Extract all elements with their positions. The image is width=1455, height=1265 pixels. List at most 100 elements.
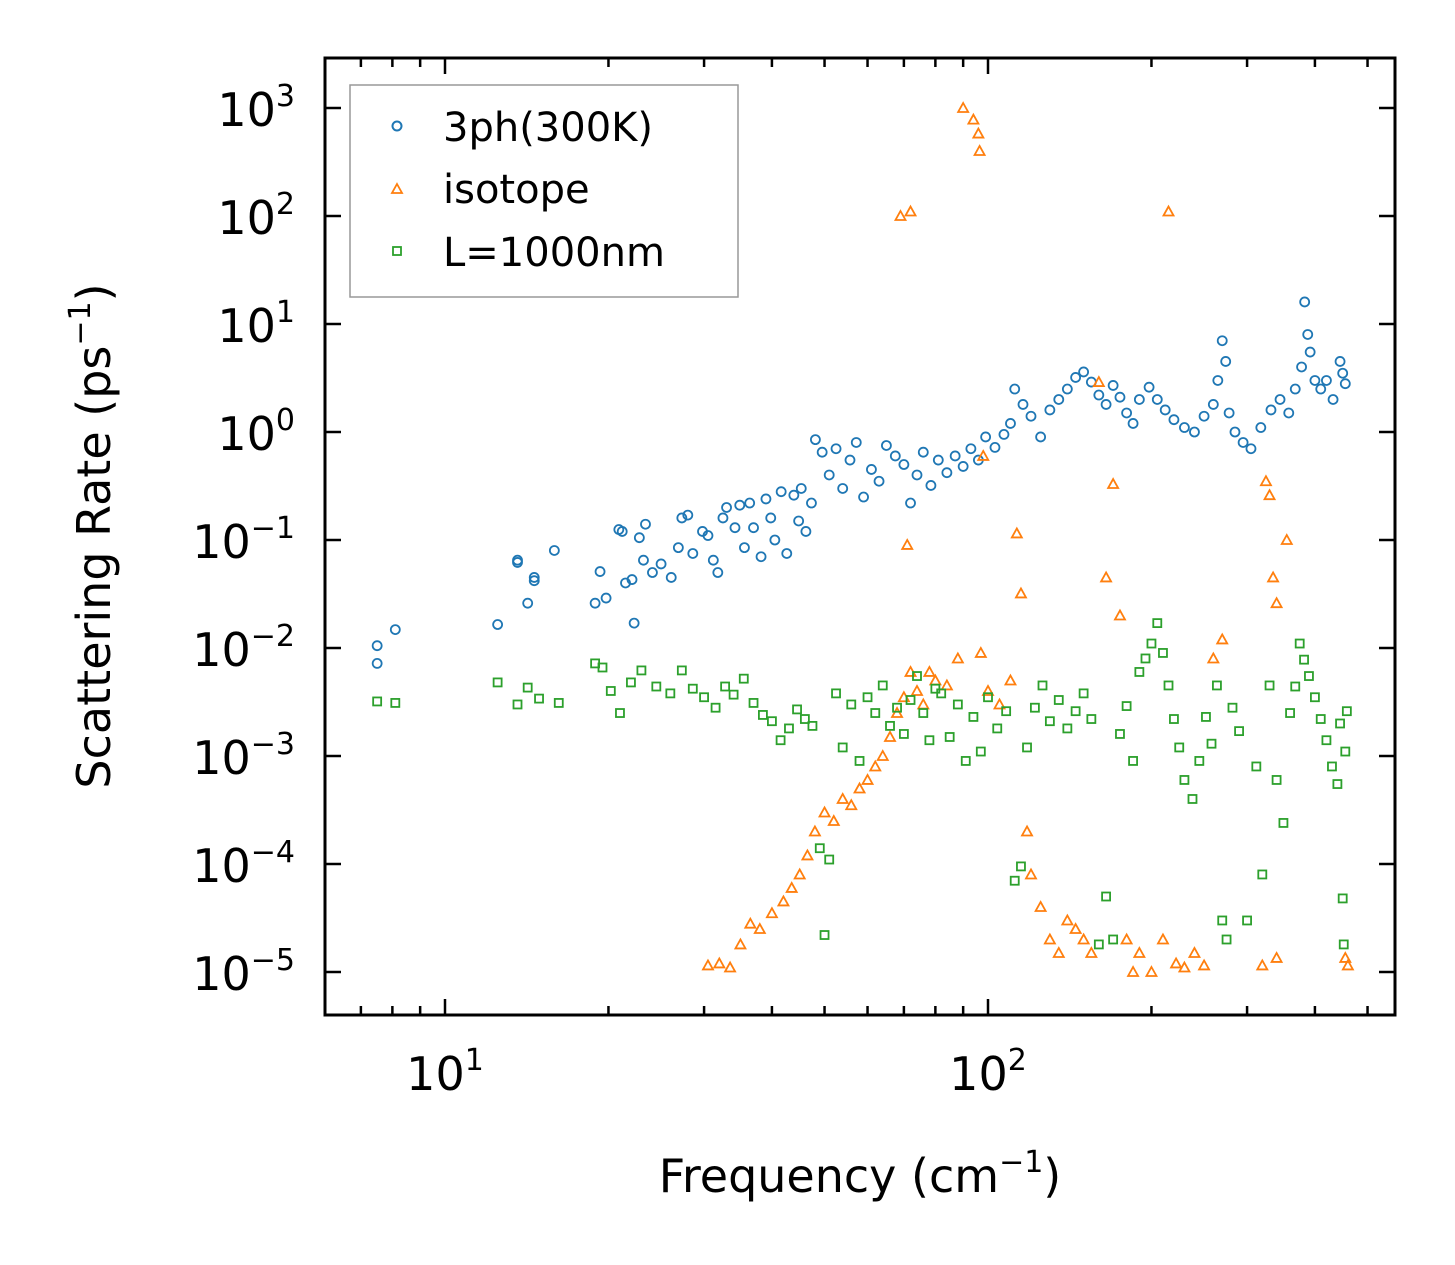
data-point	[676, 512, 688, 524]
data-point	[916, 697, 930, 710]
data-point	[898, 459, 910, 470]
data-point	[1270, 596, 1284, 609]
data-point	[998, 429, 1010, 440]
data-point	[806, 497, 817, 509]
data-point	[755, 551, 767, 563]
data-point	[1266, 570, 1280, 583]
data-point	[844, 454, 856, 466]
y-axis-label: Scattering Rate (ps−1)	[63, 283, 121, 788]
data-point	[512, 557, 523, 568]
data-point	[1069, 922, 1083, 934]
data-point	[1234, 726, 1244, 737]
data-point	[728, 689, 739, 700]
data-point	[1151, 394, 1163, 405]
data-point	[1034, 900, 1048, 912]
data-point	[522, 597, 534, 609]
data-point	[1159, 404, 1171, 416]
data-point	[966, 112, 980, 125]
data-point	[1341, 706, 1352, 717]
data-point	[776, 894, 790, 907]
x-tick-label-2: 102	[949, 1043, 1027, 1101]
data-point	[389, 624, 401, 636]
data-point	[1334, 356, 1346, 367]
data-point	[594, 566, 606, 577]
y-tick-label-1e0: 100	[217, 403, 295, 461]
data-point	[1285, 708, 1295, 718]
data-point	[636, 665, 647, 676]
data-point	[1078, 688, 1089, 699]
data-point	[1212, 680, 1222, 691]
data-point	[793, 515, 805, 527]
data-point	[1223, 407, 1235, 419]
data-point	[1120, 932, 1134, 945]
data-point	[1302, 329, 1314, 340]
data-point	[1121, 701, 1132, 711]
data-point	[1020, 824, 1034, 837]
data-point	[528, 572, 540, 583]
data-point	[1309, 375, 1321, 386]
data-point	[769, 534, 781, 546]
legend-label-isotope: isotope	[443, 167, 590, 213]
data-point	[1315, 383, 1327, 395]
data-point	[626, 677, 636, 688]
data-point	[710, 702, 721, 713]
data-point	[655, 558, 667, 570]
data-point	[1177, 960, 1191, 973]
data-point	[1294, 638, 1305, 649]
data-point	[605, 686, 616, 696]
data-point	[889, 450, 901, 462]
data-point	[1132, 946, 1146, 958]
data-point	[1043, 932, 1057, 945]
data-point	[1107, 380, 1119, 391]
data-point	[1070, 372, 1082, 383]
data-point	[1242, 915, 1252, 926]
data-point	[1009, 383, 1021, 395]
data-point	[1215, 632, 1229, 645]
data-point	[1014, 586, 1028, 599]
data-point	[1296, 361, 1307, 373]
data-point	[1304, 346, 1316, 358]
data-point	[390, 698, 401, 708]
data-point	[965, 443, 977, 455]
data-point	[1163, 680, 1174, 691]
data-point	[1198, 410, 1210, 422]
data-point	[837, 483, 849, 494]
data-point	[911, 469, 923, 481]
data-point	[892, 702, 902, 713]
data-point	[799, 714, 810, 724]
data-point	[1321, 735, 1332, 746]
x-tick-label-1: 101	[406, 1043, 484, 1101]
data-point	[1327, 761, 1337, 772]
data-point	[873, 475, 885, 487]
data-point	[968, 712, 979, 722]
y-tick-label-1e2: 102	[217, 187, 295, 245]
data-point	[739, 542, 750, 554]
data-point	[1128, 756, 1138, 766]
data-point	[837, 742, 848, 753]
data-point	[665, 572, 677, 583]
data-point	[917, 446, 929, 458]
data-point	[1106, 477, 1120, 489]
data-point	[1114, 391, 1126, 403]
data-point	[687, 548, 699, 559]
data-point	[885, 720, 895, 731]
data-point	[1161, 204, 1176, 217]
data-point	[1101, 891, 1111, 902]
data-point	[989, 442, 1001, 453]
data-point	[1264, 680, 1275, 691]
data-point	[823, 469, 835, 481]
data-point	[1337, 367, 1349, 379]
data-point	[846, 699, 857, 710]
data-point	[775, 735, 786, 746]
data-point	[971, 126, 985, 139]
data-point	[1289, 383, 1301, 395]
data-point	[534, 693, 544, 704]
data-point	[922, 665, 936, 677]
data-point	[1206, 651, 1220, 664]
data-point	[492, 677, 503, 688]
data-point	[1053, 695, 1064, 705]
y-tick-label-1e1: 101	[217, 295, 295, 353]
data-point	[905, 695, 916, 705]
data-point	[1206, 738, 1217, 749]
